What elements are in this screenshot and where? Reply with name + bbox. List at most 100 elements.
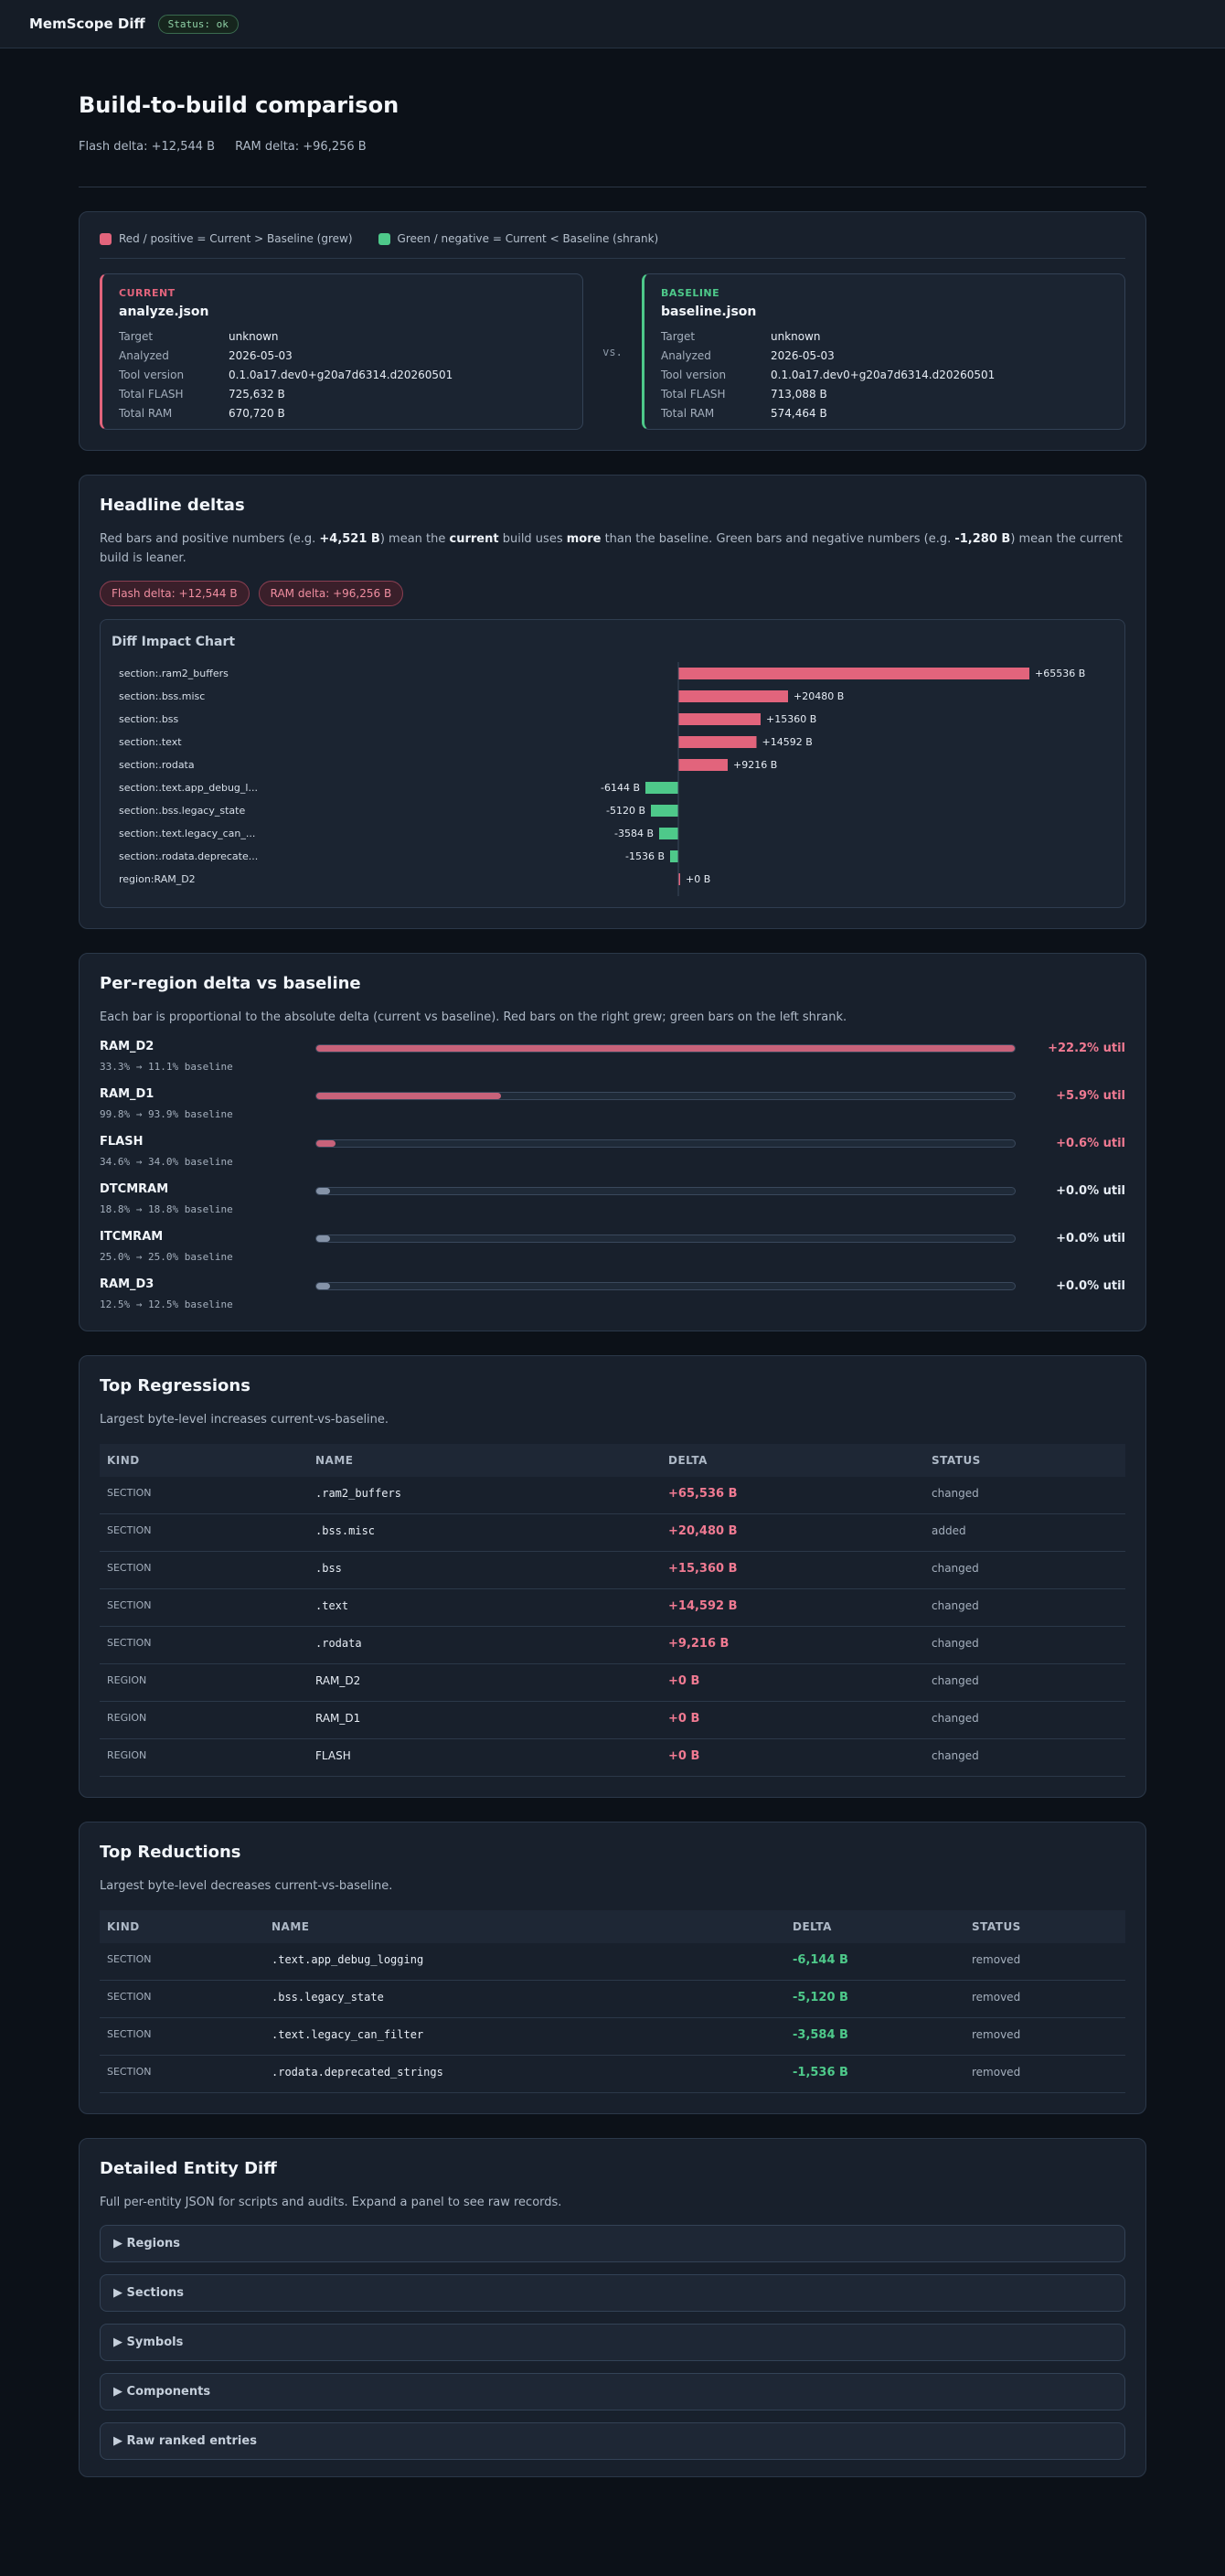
current-details: Target unknown Analyzed 2026-05-03 Tool vers… <box>119 330 566 420</box>
chart-category-label: section:.text.legacy_can_... <box>119 828 255 839</box>
name-cell: .rodata.deprecated_strings <box>264 2055 785 2093</box>
kind-cell: SECTION <box>100 1626 308 1664</box>
expand-panel-1[interactable]: ▶ Sections <box>100 2274 1125 2312</box>
region-row: ITCMRAM 25.0% → 25.0% baseline +0.0% util <box>100 1230 1125 1263</box>
name-cell: .text.app_debug_logging <box>264 1943 785 1981</box>
expand-panel-4[interactable]: ▶ Raw ranked entries <box>100 2422 1125 2460</box>
chart-title: Diff Impact Chart <box>112 635 236 649</box>
region-info: DTCMRAM 18.8% → 18.8% baseline <box>100 1182 315 1215</box>
chart-category-label: section:.text <box>119 736 182 748</box>
name-cell: .ram2_buffers <box>308 1477 661 1514</box>
region-row: RAM_D3 12.5% → 12.5% baseline +0.0% util <box>100 1277 1125 1310</box>
delta-cell: +0 B <box>661 1663 924 1702</box>
region-util: 99.8% → 93.9% baseline <box>100 1108 233 1120</box>
region-delta: +0.0% util <box>1056 1278 1125 1293</box>
entity-card: Detailed Entity Diff Full per-entity JSO… <box>79 2138 1146 2477</box>
status-cell: changed <box>924 1701 1125 1739</box>
region-delta: +22.2% util <box>1048 1041 1125 1055</box>
delta-cell: +0 B <box>661 1701 924 1739</box>
name-cell: .bss.misc <box>308 1513 661 1552</box>
chart-value-label: -5120 B <box>606 805 645 817</box>
name-cell: FLASH <box>308 1738 661 1777</box>
chart-category-label: section:.text.app_debug_l... <box>119 782 258 794</box>
detail-value: 713,088 B <box>771 388 827 401</box>
baseline-details: Target unknown Analyzed 2026-05-03 Tool vers… <box>661 330 1108 420</box>
region-util: 33.3% → 11.1% baseline <box>100 1061 233 1073</box>
delta-cell: +9,216 B <box>661 1626 924 1664</box>
detail-value: unknown <box>771 330 821 343</box>
chart-bar <box>678 736 757 748</box>
detail-key: Total RAM <box>661 407 715 420</box>
region-name: RAM_D3 <box>100 1277 154 1291</box>
detail-key: Target <box>661 330 696 343</box>
build-compare: CURRENT analyze.json Target unknown Analyz… <box>100 273 1125 430</box>
region-bar-fill <box>316 1187 331 1194</box>
reductions-card: Top Reductions Largest byte-level decrea… <box>79 1822 1146 2114</box>
kind-cell: SECTION <box>100 2017 264 2056</box>
region-delta: +0.6% util <box>1056 1136 1125 1150</box>
region-bar-track <box>315 1138 1016 1148</box>
status-cell: changed <box>924 1551 1125 1589</box>
status-cell: removed <box>964 2017 1125 2056</box>
name-cell: RAM_D2 <box>308 1663 661 1702</box>
status-cell: removed <box>964 1943 1125 1981</box>
region-bar-fill <box>316 1235 331 1242</box>
detail-key: Tool version <box>661 369 727 381</box>
delta-cell: +20,480 B <box>661 1513 924 1552</box>
detail-key: Target <box>119 330 154 343</box>
expand-panel-0[interactable]: ▶ Regions <box>100 2225 1125 2262</box>
kind-cell: SECTION <box>100 1513 308 1552</box>
red-swatch-icon <box>100 232 112 245</box>
page-title: Build-to-build comparison <box>79 92 399 118</box>
expand-panel-3[interactable]: ▶ Components <box>100 2373 1125 2410</box>
region-bar-track <box>315 1281 1016 1290</box>
name-cell: .bss.legacy_state <box>264 1980 785 2018</box>
region-info: RAM_D3 12.5% → 12.5% baseline <box>100 1277 315 1310</box>
hero-summary: Flash delta: +12,544 B RAM delta: +96,25… <box>79 140 1146 154</box>
region-util: 18.8% → 18.8% baseline <box>100 1203 233 1215</box>
detail-value: 574,464 B <box>771 407 827 420</box>
detail-key: Analyzed <box>119 349 169 362</box>
flash-delta-chip: Flash delta: +12,544 B <box>100 581 250 606</box>
expand-panel-2[interactable]: ▶ Symbols <box>100 2324 1125 2361</box>
kind-cell: SECTION <box>100 2055 264 2093</box>
chart-bar <box>659 828 678 839</box>
chart-category-label: section:.rodata <box>119 759 195 771</box>
detail-value: unknown <box>229 330 279 343</box>
status-cell: changed <box>924 1738 1125 1777</box>
chart-category-label: section:.bss.misc <box>119 690 205 702</box>
chart-value-label: +14592 B <box>762 736 813 748</box>
region-delta: +0.0% util <box>1056 1183 1125 1198</box>
detail-value: 2026-05-03 <box>771 349 835 362</box>
regressions-table: KIND NAME DELTA STATUS SECTION .ram2_buff… <box>100 1444 1125 1777</box>
chart-bar <box>678 690 788 702</box>
detail-value: 2026-05-03 <box>229 349 293 362</box>
region-name: FLASH <box>100 1135 144 1149</box>
col-status: STATUS <box>924 1444 1125 1477</box>
current-build-panel: CURRENT analyze.json Target unknown Analyz… <box>100 273 583 430</box>
entity-title: Detailed Entity Diff <box>100 2159 277 2178</box>
chart-bar <box>678 668 1029 679</box>
status-badge: Status: ok <box>157 14 239 34</box>
vs-label: vs. <box>602 345 623 358</box>
delta-chips: Flash delta: +12,544 B RAM delta: +96,25… <box>100 581 1125 606</box>
region-info: RAM_D1 99.8% → 93.9% baseline <box>100 1087 315 1120</box>
reductions-table: KIND NAME DELTA STATUS SECTION .text.app_… <box>100 1910 1125 2093</box>
detail-value: 0.1.0a17.dev0+g20a7d6314.d20260501 <box>771 369 996 381</box>
name-cell: .bss <box>308 1551 661 1589</box>
region-bar-track <box>315 1234 1016 1243</box>
chart-bar <box>645 782 678 794</box>
region-list: RAM_D2 33.3% → 11.1% baseline +22.2% util R… <box>100 1040 1125 1310</box>
chart-value-label: +0 B <box>686 873 710 885</box>
kind-cell: REGION <box>100 1738 308 1777</box>
status-cell: removed <box>964 2055 1125 2093</box>
chart-value-label: +15360 B <box>766 713 816 725</box>
region-bar-track <box>315 1186 1016 1195</box>
region-name: ITCMRAM <box>100 1230 164 1244</box>
kind-cell: REGION <box>100 1701 308 1739</box>
